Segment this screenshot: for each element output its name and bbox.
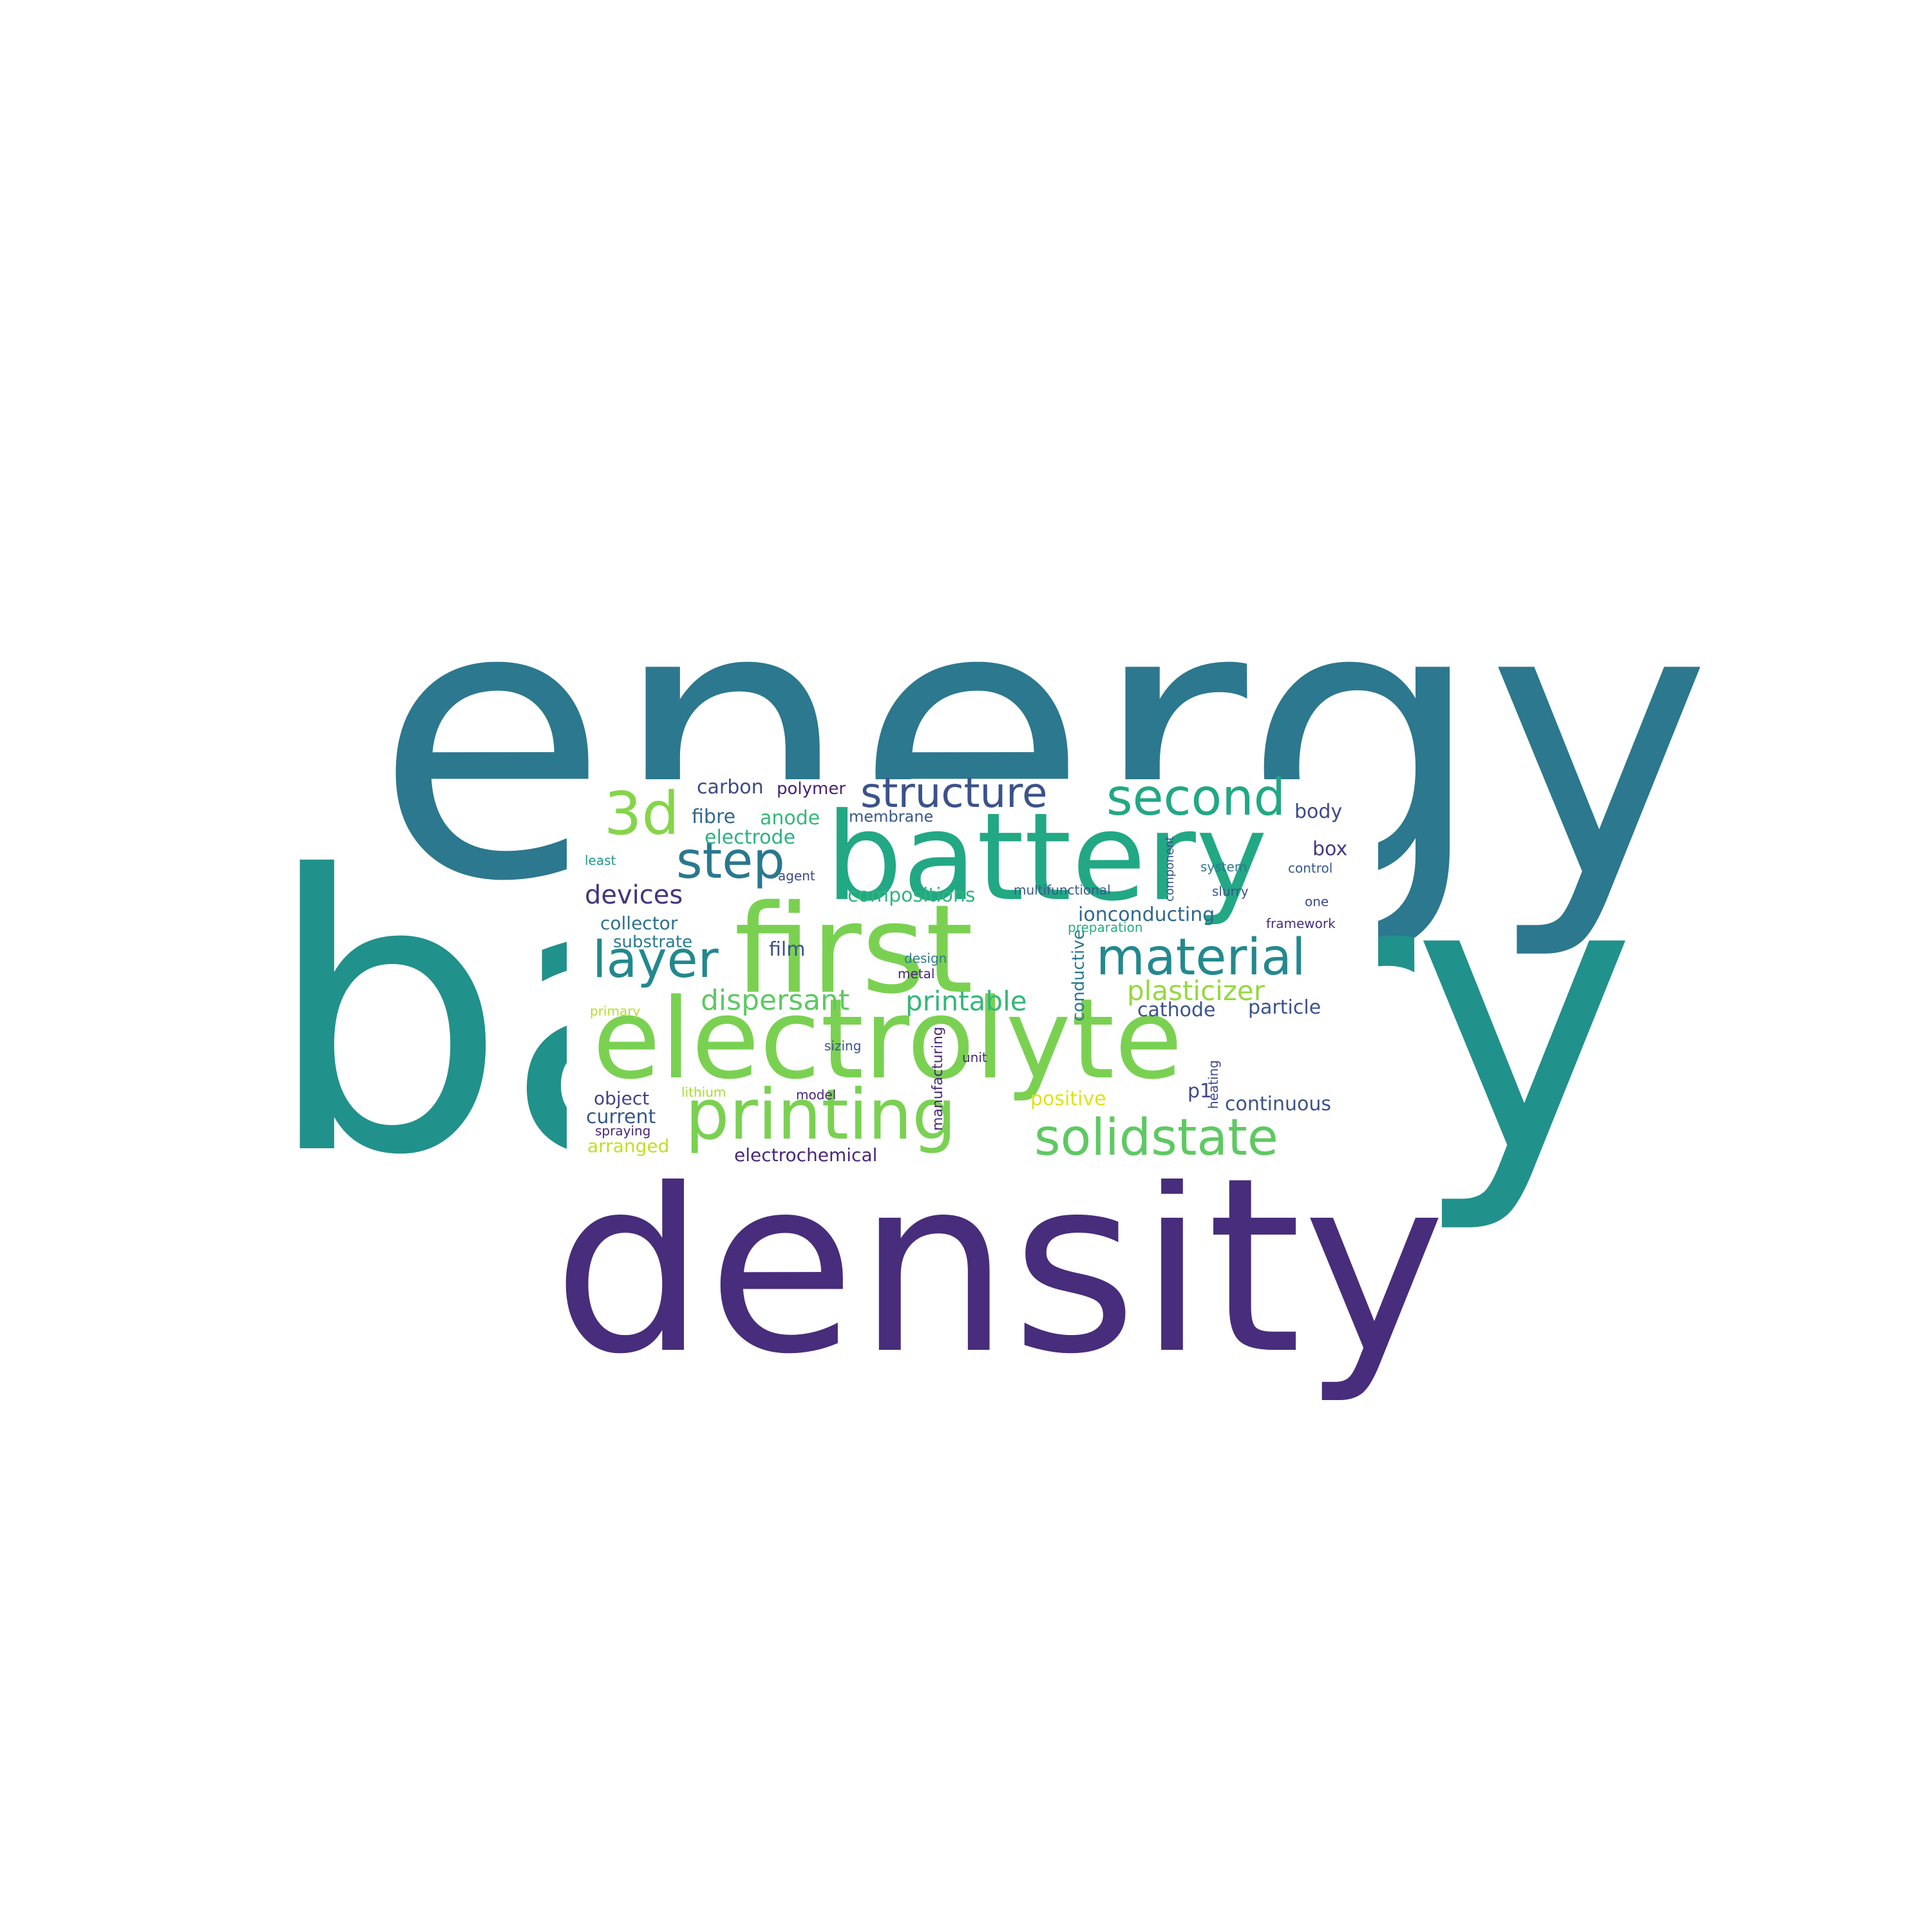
word-carbon: carbon	[697, 776, 764, 799]
word-step: step	[676, 832, 785, 890]
word-arranged: arranged	[587, 1135, 670, 1157]
word-collector: collector	[600, 913, 678, 934]
word-primary: primary	[590, 1003, 641, 1019]
word-unit: unit	[962, 1050, 987, 1065]
word-electrolyte: electrolyte	[592, 974, 1183, 1104]
word-slurry: slurry	[1212, 884, 1249, 899]
word-printing: printing	[685, 1075, 956, 1155]
word-manufacturing: manufacturing	[930, 1027, 946, 1131]
word-system: system	[1200, 859, 1247, 875]
word-particle: particle	[1248, 996, 1321, 1019]
word-component: component	[1163, 836, 1177, 902]
inner-word-panel	[567, 779, 1378, 1179]
word-printable: printable	[905, 985, 1027, 1017]
word-current: current	[586, 1106, 656, 1128]
word-object: object	[594, 1088, 650, 1109]
word-solidstate: solidstate	[1034, 1109, 1278, 1167]
word-framework: framework	[1266, 916, 1336, 931]
word-body: body	[1294, 800, 1343, 823]
word-fibre: fibre	[692, 806, 736, 828]
word-design: design	[904, 951, 947, 966]
word-second: second	[1106, 769, 1286, 827]
word-multifunctional: multifunctional	[1014, 882, 1111, 898]
word-compositions: compositions	[848, 884, 976, 907]
word-agent: agent	[778, 868, 815, 884]
word-heating: heating	[1206, 1059, 1221, 1109]
word-density: density	[553, 1126, 1447, 1407]
word-substrate: substrate	[613, 933, 693, 952]
word-electrochemical: electrochemical	[734, 1144, 878, 1166]
word-first: first	[734, 878, 974, 1021]
word-conductive: conductive	[1069, 929, 1088, 1021]
word-spraying: spraying	[595, 1123, 651, 1139]
word-continuous: continuous	[1225, 1093, 1331, 1115]
word-battery-small: battery	[826, 787, 1268, 928]
word-preparation: preparation	[1068, 920, 1143, 935]
word-electrode: electrode	[705, 826, 796, 849]
word-material: material	[1096, 929, 1306, 987]
word-lithium: lithium	[681, 1084, 726, 1100]
word-metal: metal	[898, 966, 935, 981]
word-structure: structure	[860, 770, 1048, 817]
word-model: model	[796, 1087, 837, 1103]
word-layer: layer	[592, 931, 719, 989]
word-3d: 3d	[604, 779, 679, 848]
word-cathode: cathode	[1137, 999, 1216, 1021]
word-film: film	[769, 938, 806, 961]
word-anode: anode	[760, 807, 820, 829]
word-plasticizer: plasticizer	[1127, 975, 1265, 1007]
word-membrane: membrane	[849, 808, 934, 826]
word-polymer: polymer	[777, 779, 846, 799]
word-control: control	[1288, 860, 1333, 876]
word-least: least	[585, 853, 616, 868]
word-devices: devices	[585, 880, 683, 910]
word-p1: p1	[1188, 1080, 1213, 1103]
word-positive: positive	[1030, 1088, 1106, 1110]
word-dispersant: dispersant	[701, 984, 850, 1017]
word-ionconducting: ionconducting	[1078, 904, 1215, 926]
word-sizing: sizing	[824, 1038, 862, 1054]
word-box: box	[1312, 838, 1348, 860]
word-one: one	[1305, 894, 1329, 909]
